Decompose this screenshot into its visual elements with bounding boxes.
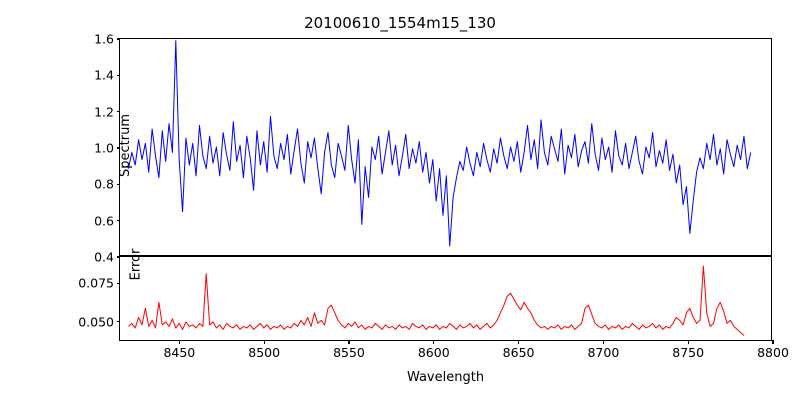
- spectrum-line: [128, 41, 750, 246]
- x-tick-mark: [518, 340, 520, 344]
- y-tick-label: 1.2: [94, 104, 114, 120]
- x-tick-mark: [263, 340, 265, 344]
- y-tick-mark: [116, 183, 120, 185]
- y-tick-label: 0.8: [94, 176, 114, 192]
- x-tick-label: 8650: [502, 345, 535, 360]
- x-tick-mark: [348, 340, 350, 344]
- y-tick-label: 1.0: [94, 140, 114, 156]
- y-tick-mark: [116, 38, 120, 40]
- error-line: [128, 266, 743, 335]
- x-tick-label: 8450: [163, 345, 196, 360]
- y-tick-label: 1.4: [94, 67, 114, 83]
- x-tick-mark: [178, 340, 180, 344]
- y-tick-mark: [116, 256, 120, 258]
- x-tick-label: 8800: [757, 345, 789, 360]
- x-axis-label: Wavelength: [406, 370, 485, 385]
- y-tick-label: 0.4: [94, 249, 114, 265]
- spectrum-axes: 0.4 0.6 0.8 1.0 1.2 1.4 1.6 Spectrum: [94, 32, 772, 265]
- x-tick-label: 8600: [417, 345, 450, 360]
- x-tick-label: 8550: [333, 345, 365, 360]
- y-tick-mark: [116, 282, 120, 284]
- x-tick-label: 8500: [248, 345, 281, 360]
- x-tick-mark: [687, 340, 689, 344]
- y-tick-label: 0.6: [94, 213, 114, 229]
- figure-title: 20100610_1554m15_130: [304, 14, 496, 32]
- x-tick-label: 8750: [672, 345, 705, 360]
- y-tick-label: 0.075: [78, 275, 114, 291]
- spectrum-axis-label: Spectrum: [118, 114, 133, 177]
- y-tick-mark: [116, 220, 120, 222]
- x-tick-mark: [772, 340, 774, 344]
- x-tick-mark: [602, 340, 604, 344]
- y-tick-label: 1.6: [94, 31, 114, 47]
- y-tick-mark: [116, 321, 120, 323]
- error-axis-label: Error: [128, 248, 144, 281]
- error-plot-area: [120, 257, 771, 340]
- y-tick-mark: [116, 74, 120, 76]
- y-tick-mark: [116, 111, 120, 113]
- spectrum-plot-area: [120, 39, 771, 255]
- y-tick-mark: [116, 147, 120, 149]
- x-tick-mark: [433, 340, 435, 344]
- x-tick-label: 8700: [587, 345, 620, 360]
- y-tick-label: 0.050: [78, 314, 114, 330]
- error-axes: 0.050 0.075 8450 8500 8550 8600 8650 8700 8750 8…: [78, 249, 789, 360]
